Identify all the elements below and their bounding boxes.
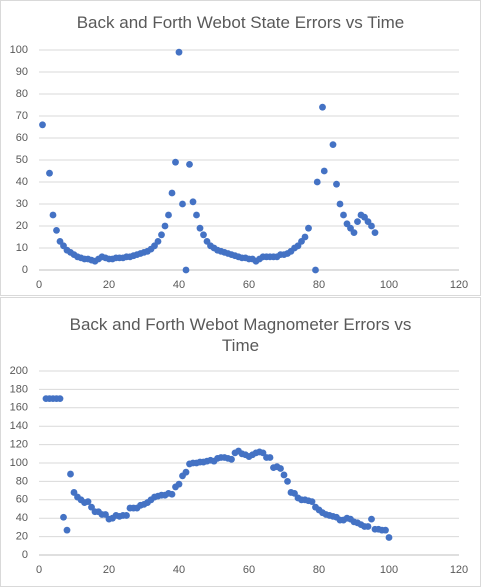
chart: Back and Forth Webot State Errors vs Tim… [0, 0, 481, 296]
point [182, 468, 190, 476]
point [53, 227, 60, 234]
point [168, 189, 176, 197]
point [70, 489, 78, 496]
point [354, 218, 361, 226]
point [308, 498, 316, 506]
x-tick-label: 20 [103, 564, 115, 576]
point [189, 198, 197, 206]
y-tick-label: 80 [16, 88, 28, 100]
x-tick-label: 80 [313, 564, 325, 576]
chart: Back and Forth Webot Magnometer Errors v… [0, 297, 481, 587]
point [333, 180, 340, 188]
chart-title: Back and Forth Webot Magnometer Errors v… [69, 315, 412, 355]
y-tick-label: 90 [16, 66, 28, 78]
point [175, 48, 183, 56]
point [102, 511, 109, 518]
y-tick-label: 0 [22, 264, 28, 276]
x-tick-label: 40 [173, 564, 185, 576]
point [63, 526, 71, 534]
x-tick-label: 80 [313, 279, 325, 291]
point [196, 224, 204, 232]
point [320, 167, 328, 175]
x-tick-label: 60 [243, 279, 255, 291]
x-tick-label: 60 [243, 564, 255, 576]
point [301, 233, 309, 241]
point [84, 498, 92, 506]
point [49, 211, 57, 219]
point [340, 211, 347, 219]
y-tick-label: 70 [16, 110, 28, 122]
x-tick-label: 100 [380, 564, 398, 576]
y-tick-label: 30 [16, 198, 28, 210]
x-tick-label: 0 [36, 279, 42, 291]
point [56, 395, 64, 402]
y-tick-label: 80 [16, 475, 28, 487]
y-tick-label: 100 [10, 457, 28, 469]
x-tick-label: 20 [103, 279, 115, 291]
point [182, 266, 190, 274]
point [200, 231, 207, 239]
point [371, 229, 379, 237]
y-tick-label: 140 [10, 420, 28, 432]
y-tick-label: 120 [10, 439, 28, 451]
point [154, 238, 162, 245]
point [193, 211, 200, 219]
point [319, 103, 326, 111]
y-tick-label: 10 [16, 242, 28, 254]
point [161, 222, 169, 230]
y-tick-label: 0 [22, 549, 28, 561]
point [313, 178, 321, 186]
point [168, 490, 176, 498]
x-tick-label: 0 [36, 564, 42, 576]
y-tick-label: 40 [16, 512, 28, 524]
point [312, 266, 319, 274]
point [175, 480, 183, 488]
point [39, 121, 46, 129]
plot: 0 10 20 30 40 50 60 70 80 90 100 0 20 40 60 80 100 120 [10, 44, 469, 291]
y-tick-label: 60 [16, 132, 28, 144]
y-tick-label: 200 [10, 365, 28, 377]
point [158, 231, 165, 239]
y-tick-label: 50 [16, 154, 28, 166]
point [280, 471, 288, 479]
point [350, 229, 358, 237]
x-tick-label: 100 [380, 279, 398, 291]
point [123, 512, 130, 519]
point [364, 523, 372, 530]
point [291, 489, 298, 497]
point [336, 200, 344, 208]
point [329, 141, 337, 149]
y-tick-label: 20 [16, 531, 28, 543]
point [277, 465, 284, 472]
point [305, 224, 312, 232]
point [67, 470, 74, 478]
y-tick-label: 100 [10, 44, 28, 56]
point [186, 161, 193, 168]
y-tick-label: 20 [16, 220, 28, 232]
y-tick-label: 180 [10, 383, 28, 395]
chart-title: Back and Forth Webot State Errors vs Tim… [76, 13, 405, 32]
point [368, 515, 375, 523]
y-tick-label: 160 [10, 402, 28, 414]
point [228, 455, 235, 463]
point [382, 526, 389, 534]
point [385, 534, 393, 541]
point [266, 454, 274, 461]
point [179, 200, 186, 208]
x-tick-label: 120 [450, 564, 468, 576]
x-tick-label: 40 [173, 279, 185, 291]
point [165, 211, 172, 219]
plot: 0 20 40 60 80 100 120 140 160 180 200 0 20 40 60 80 100 1… [10, 365, 469, 576]
point [88, 503, 95, 511]
point [172, 158, 179, 166]
point [368, 222, 375, 230]
y-tick-label: 40 [16, 176, 28, 188]
point [60, 513, 67, 521]
point [46, 169, 53, 177]
point [259, 449, 267, 457]
x-tick-label: 120 [450, 279, 468, 291]
y-tick-label: 60 [16, 494, 28, 506]
point [284, 478, 291, 485]
